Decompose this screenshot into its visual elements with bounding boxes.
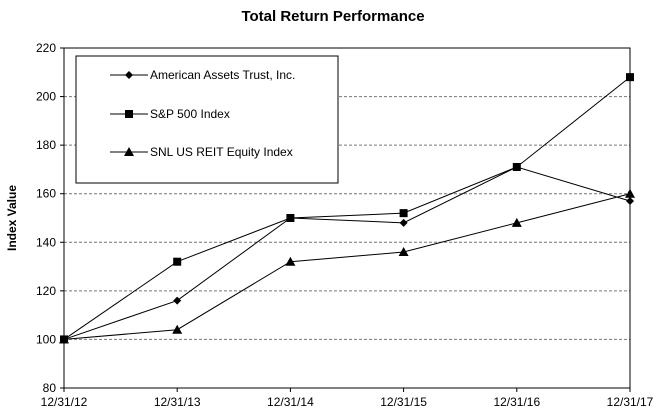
legend-label: SNL US REIT Equity Index: [150, 145, 293, 159]
x-tick-label: 12/31/17: [607, 395, 654, 409]
x-tick-label: 12/31/13: [154, 395, 201, 409]
plot-frame: [63, 47, 631, 389]
data-point-square: [512, 163, 521, 171]
data-point-diamond: [626, 197, 634, 205]
legend-label: S&P 500 Index: [150, 107, 230, 121]
y-tick-label: 200: [36, 90, 56, 104]
x-tick-label: 12/31/16: [493, 395, 540, 409]
x-tick-labels: 12/31/12 12/31/13 12/31/14 12/31/15 12/31/16…: [41, 395, 654, 409]
data-point-diamond: [399, 218, 408, 227]
data-point-diamond: [173, 296, 182, 305]
data-point-square: [399, 209, 408, 218]
data-point-triangle: [625, 188, 635, 198]
y-tick-label: 120: [36, 284, 56, 298]
y-tick-label: 100: [36, 332, 56, 346]
x-tick-label: 12/31/12: [41, 395, 88, 409]
series-markers: [59, 73, 635, 344]
y-tick-label: 220: [36, 41, 56, 55]
y-tick-label: 180: [36, 138, 56, 152]
y-tick-label: 140: [36, 235, 56, 249]
legend-label: American Assets Trust, Inc.: [150, 68, 295, 82]
legend: American Assets Trust, Inc. S&P 500 Index…: [75, 55, 339, 184]
x-tick-label: 12/31/15: [380, 395, 427, 409]
data-point-square: [626, 73, 634, 82]
series-line: [63, 193, 631, 340]
axes: [60, 47, 631, 392]
grid-lines: [64, 96, 630, 340]
y-tick-label: 160: [36, 187, 56, 201]
legend-marker-triangle: [124, 147, 134, 156]
series-line: [63, 76, 631, 340]
data-point-triangle: [511, 217, 522, 227]
data-point-triangle: [285, 256, 296, 266]
legend-box: [75, 55, 339, 184]
chart-title: Total Return Performance: [241, 8, 424, 25]
y-axis-label: Index Value: [5, 185, 19, 251]
series-line: [63, 166, 631, 340]
data-point-triangle: [172, 324, 183, 334]
data-point-triangle: [59, 334, 69, 344]
data-point-triangle: [398, 247, 409, 256]
y-tick-label: 80: [43, 381, 57, 395]
legend-marker-square: [125, 110, 133, 118]
x-tick-label: 12/31/14: [267, 395, 314, 409]
data-point-square: [286, 214, 295, 222]
y-tick-labels: 80 100 120 140 160 180 200 220: [36, 41, 56, 395]
series-lines: [63, 76, 631, 340]
legend-marker-diamond: [125, 71, 133, 79]
data-point-square: [173, 257, 182, 266]
